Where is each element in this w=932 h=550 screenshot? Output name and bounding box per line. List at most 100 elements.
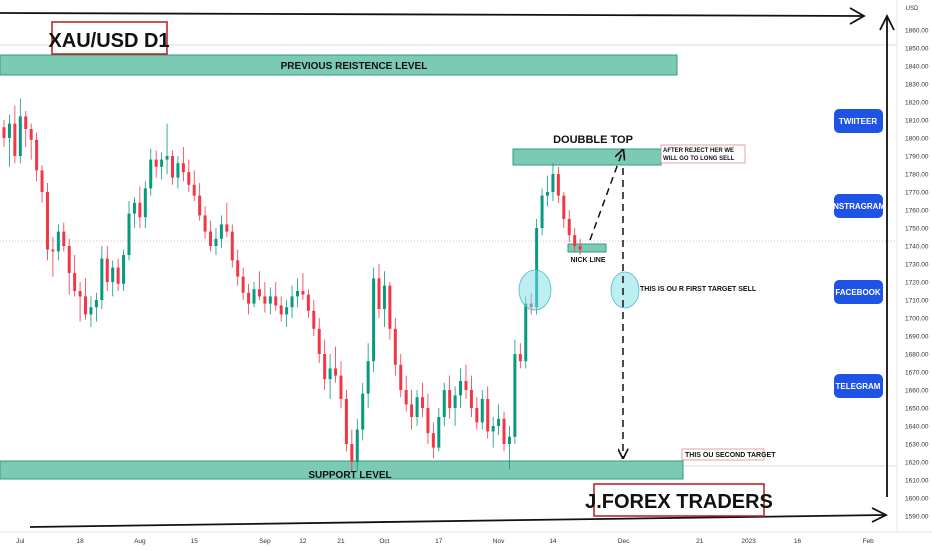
candle-body — [334, 368, 338, 376]
facebook-button-label: FACEBOOK — [835, 288, 881, 297]
instagram-button[interactable]: INSTRAGRAM — [831, 194, 886, 218]
resistance-zone — [0, 54, 678, 76]
y-tick-label: 1650.00 — [905, 406, 929, 413]
candle-body — [404, 390, 408, 405]
y-tick-label: 1730.00 — [905, 262, 929, 269]
candle-body — [73, 273, 77, 291]
candle-body — [453, 395, 457, 408]
candle-body — [546, 192, 549, 196]
candle-body — [442, 390, 446, 417]
candle-body — [372, 278, 376, 362]
candle-body — [176, 163, 180, 178]
x-tick-label: Aug — [134, 538, 146, 545]
candle-body — [312, 310, 316, 329]
candle-body — [18, 116, 22, 156]
x-tick-label: Sep — [259, 538, 271, 545]
x-tick-label: 16 — [794, 538, 802, 545]
candle-body — [350, 444, 354, 462]
y-tick-label: 1640.00 — [905, 424, 929, 431]
y-tick-label: 1690.00 — [905, 334, 929, 341]
candle-body — [2, 127, 6, 138]
x-tick-label: Jul — [16, 538, 25, 545]
double-top-zone — [512, 148, 662, 166]
candle-body — [78, 291, 82, 297]
candle-body — [219, 224, 223, 239]
candle-body — [111, 267, 115, 282]
candle-body — [301, 291, 305, 295]
candle-body — [415, 397, 419, 417]
candle-body — [431, 433, 435, 448]
candle-body — [209, 231, 213, 246]
candle-body — [165, 156, 169, 160]
candle-body — [355, 429, 359, 462]
candle-body — [551, 174, 555, 192]
reject-note-box — [660, 144, 746, 164]
candle-body — [323, 354, 327, 380]
candle-body — [51, 249, 55, 252]
candle-body — [263, 296, 267, 304]
candle-body — [181, 163, 185, 173]
candle-body — [138, 202, 142, 218]
y-tick-label: 1700.00 — [905, 316, 929, 323]
candle-body — [480, 399, 484, 423]
candle-body — [170, 156, 174, 178]
y-tick-label: 1860.00 — [905, 28, 929, 35]
candle-body — [132, 202, 136, 214]
candle-body — [268, 296, 272, 304]
y-tick-label: 1610.00 — [905, 478, 929, 485]
x-tick-label: 12 — [299, 538, 307, 545]
first-target-highlight — [610, 271, 640, 309]
candle-body — [361, 393, 365, 430]
x-tick-label: 14 — [549, 538, 557, 545]
x-tick-label: Oct — [379, 538, 389, 545]
x-tick-label: 17 — [435, 538, 443, 545]
candle-body — [13, 123, 17, 156]
y-tick-label: 1760.00 — [905, 208, 929, 215]
candle-body — [62, 231, 66, 246]
candle-body — [497, 418, 501, 426]
candle-body — [524, 303, 528, 362]
twitter-button[interactable]: TWIITEER — [834, 109, 883, 133]
candle-body — [203, 215, 207, 232]
candle-body — [105, 258, 109, 282]
bottom-trend-arrow-line — [29, 514, 885, 528]
y-tick-label: 1670.00 — [905, 370, 929, 377]
candle-body — [562, 195, 566, 219]
y-tick-label: 1590.00 — [905, 514, 929, 521]
candle-body — [149, 159, 153, 189]
candle-body — [567, 219, 571, 236]
candle-body — [426, 408, 430, 434]
y-tick-label: 1720.00 — [905, 280, 929, 287]
x-tick-label: 18 — [76, 538, 84, 545]
twitter-button-label: TWIITEER — [839, 117, 877, 126]
candles — [2, 98, 582, 471]
candle-body — [513, 354, 517, 437]
candle-body — [540, 195, 544, 228]
candle-body — [35, 139, 39, 171]
facebook-button[interactable]: FACEBOOK — [834, 280, 883, 304]
x-tick-label: Dec — [618, 538, 630, 545]
candle-body — [29, 129, 33, 140]
telegram-button[interactable]: TELEGRAM — [834, 374, 883, 398]
reject-note-line2: WILL GO TO LONG SELL — [663, 156, 735, 162]
candle-body — [556, 174, 560, 196]
support-zone — [0, 460, 684, 480]
candle-body — [89, 307, 93, 315]
candle-body — [475, 408, 479, 423]
title-box — [51, 21, 168, 55]
brand-box — [593, 483, 765, 517]
candle-body — [339, 375, 343, 399]
candle-body — [67, 246, 71, 273]
candle-body — [7, 123, 11, 138]
reject-note-line1: AFTER REJECT HER WE — [663, 148, 734, 154]
candle-body — [469, 390, 473, 408]
candle-body — [306, 294, 310, 311]
telegram-button-label: TELEGRAM — [836, 382, 881, 391]
y-tick-label: 1790.00 — [905, 154, 929, 161]
candle-body — [377, 278, 381, 309]
candle-body — [290, 296, 294, 308]
candle-body — [279, 305, 283, 315]
brand-label: J.FOREX TRADERS — [585, 491, 773, 513]
x-tick-label: 21 — [337, 538, 345, 545]
